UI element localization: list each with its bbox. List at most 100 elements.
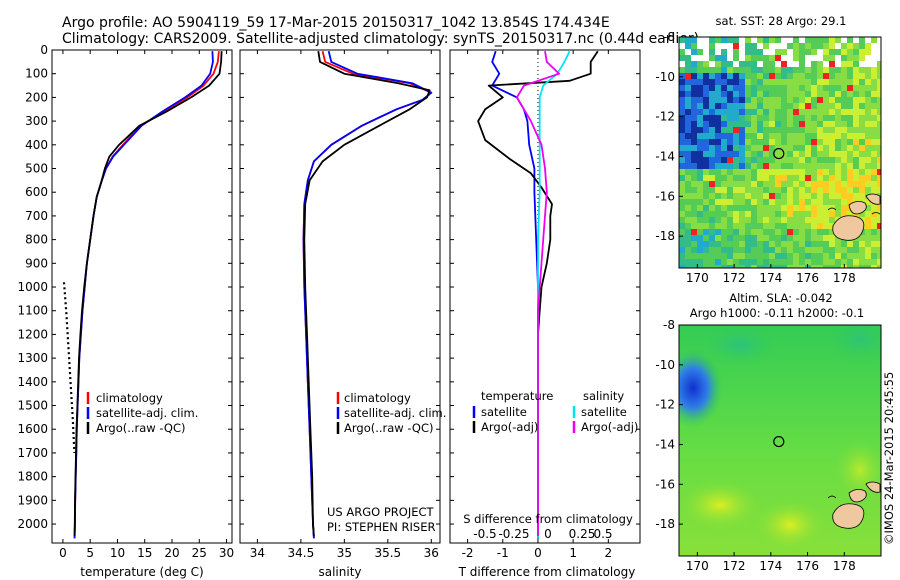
temp-legend-argo: Argo(..raw -QC)	[96, 421, 186, 435]
series-line-satellite-adj-clim	[302, 50, 433, 539]
x-tick-label: 35	[337, 546, 352, 560]
longitude-tick-label: 172	[723, 271, 746, 285]
depth-tick-label: 500	[25, 162, 48, 176]
salinity-xlabel: salinity	[318, 565, 361, 579]
x-tick-label: 34.5	[288, 546, 315, 560]
series-line-argo-raw-qc	[73, 51, 223, 536]
x-tick-label: 0	[59, 546, 67, 560]
depth-tick-label: 1100	[17, 304, 48, 318]
diff-legend-t-argo: Argo(-adj)	[481, 420, 538, 434]
figure-subtitle: Climatology: CARS2009. Satellite-adjuste…	[62, 31, 699, 47]
latitude-tick-label: -12	[655, 398, 675, 412]
sst-heatmap-cells	[679, 37, 881, 268]
temperature-panel: 0100200300400500600700800900100011001200…	[17, 43, 234, 579]
depth-tick-label: 1900	[17, 493, 48, 507]
sla-map-frame	[678, 324, 882, 557]
latitude-tick-label: -12	[655, 110, 675, 124]
x-tick-label: 1	[569, 546, 577, 560]
s-tick-label: 0.25	[569, 527, 596, 541]
depth-tick-label: 0	[40, 43, 48, 57]
x-tick-label: 34	[250, 546, 265, 560]
difference-panel: -2 -1 0 1 2 T difference from climatology S …	[449, 49, 641, 579]
x-tick-label: -2	[462, 546, 474, 560]
latitude-tick-label: -16	[655, 189, 675, 203]
depth-tick-label: 1600	[17, 422, 48, 436]
temperature-legend: climatology satellite-adj. clim. Argo(..…	[86, 391, 198, 435]
latitude-tick-label: -14	[655, 149, 675, 163]
temp-legend-satellite: satellite-adj. clim.	[96, 406, 198, 420]
difference-legend: temperature salinity satellite Argo(-adj…	[472, 389, 638, 434]
latitude-tick-label: -16	[655, 477, 675, 491]
longitude-tick-label: 176	[796, 271, 819, 285]
latitude-tick-label: -10	[655, 358, 675, 372]
depth-tick-label: 1700	[17, 446, 48, 460]
s-tick-label: 0.5	[593, 527, 612, 541]
s-difference-label: S difference from climatology	[463, 512, 633, 526]
s-tick-label: -0.5	[473, 527, 496, 541]
diff-legend-s-argo: Argo(-adj)	[581, 420, 638, 434]
longitude-tick-label: 170	[686, 271, 709, 285]
sst-map: 170 172 174 176 178 -8 -10 -12 -14 -16 -18	[655, 30, 882, 285]
depth-tick-label: 200	[25, 90, 48, 104]
series-line-s-satellite	[537, 50, 571, 539]
x-tick-label: 25	[192, 546, 207, 560]
s-tick-label: -0.25	[498, 527, 529, 541]
depth-tick-label: 1000	[17, 280, 48, 294]
latitude-tick-label: -14	[655, 437, 675, 451]
sal-legend-argo: Argo(..raw -QC)	[344, 421, 434, 435]
depth-tick-label: 1200	[17, 327, 48, 341]
series-line-climatology	[73, 51, 220, 539]
sla-map-title: Altim. SLA: -0.042	[729, 291, 833, 305]
salinity-legend: climatology satellite-adj. clim. Argo(..…	[336, 391, 446, 435]
x-tick-label: 36	[424, 546, 439, 560]
x-tick-label: 10	[110, 546, 125, 560]
x-tick-label: 20	[164, 546, 179, 560]
temp-legend-climatology: climatology	[96, 391, 163, 405]
x-tick-label: 35.5	[374, 546, 401, 560]
longitude-tick-label: 174	[759, 559, 782, 573]
x-tick-label: 30	[219, 546, 234, 560]
depth-tick-label: 600	[25, 185, 48, 199]
latitude-tick-label: -8	[663, 30, 675, 44]
salinity-plot-frame	[239, 49, 441, 544]
diff-legend-t-satellite: satellite	[481, 405, 527, 419]
depth-tick-label: 400	[25, 138, 48, 152]
x-tick-label: 0	[534, 546, 542, 560]
t-difference-xlabel: T difference from climatology	[458, 565, 636, 579]
diff-legend-s-satellite: satellite	[581, 405, 627, 419]
series-line-t-satellite	[491, 50, 539, 539]
sst-coastline	[827, 193, 881, 241]
temperature-xlabel: temperature (deg C)	[80, 565, 203, 579]
s-difference-tick-labels: -0.5 -0.25 0 0.250.5	[473, 527, 612, 541]
temperature-plot-frame	[51, 49, 233, 544]
s-tick-label: 0	[544, 527, 552, 541]
difference-plot-frame	[449, 49, 641, 544]
longitude-tick-label: 178	[833, 559, 856, 573]
x-tick-label: 2	[605, 546, 613, 560]
longitude-tick-label: 170	[686, 559, 709, 573]
series-line-dotted-extension	[62, 282, 76, 453]
depth-tick-label: 900	[25, 256, 48, 270]
salinity-panel: 34 34.5 35 35.5 36 salinity climatology sate…	[239, 49, 446, 579]
depth-tick-label: 700	[25, 209, 48, 223]
project-line: US ARGO PROJECT	[327, 505, 435, 519]
argo-float-marker	[773, 147, 785, 160]
diff-legend-temperature-heading: temperature	[481, 389, 553, 403]
longitude-tick-label: 172	[723, 559, 746, 573]
sst-map-frame	[678, 36, 882, 269]
depth-tick-label: 1800	[17, 470, 48, 484]
depth-tick-label: 1500	[17, 399, 48, 413]
x-tick-label: 5	[86, 546, 94, 560]
sal-legend-climatology: climatology	[344, 391, 411, 405]
series-line-argo-raw-qc	[303, 51, 431, 536]
depth-tick-label: 300	[25, 114, 48, 128]
figure-title: Argo profile: AO 5904119_59 17-Mar-2015 …	[62, 15, 610, 31]
sla-map: 170 172 174 176 178 -8 -10 -12 -14 -16 -18	[655, 318, 882, 573]
sst-map-title: sat. SST: 28 Argo: 29.1	[716, 14, 847, 28]
x-tick-label: 15	[137, 546, 152, 560]
longitude-tick-label: 178	[833, 271, 856, 285]
depth-tick-label: 2000	[17, 517, 48, 531]
series-line-climatology	[302, 50, 433, 539]
longitude-tick-label: 176	[796, 559, 819, 573]
pi-line: PI: STEPHEN RISER	[327, 520, 436, 534]
